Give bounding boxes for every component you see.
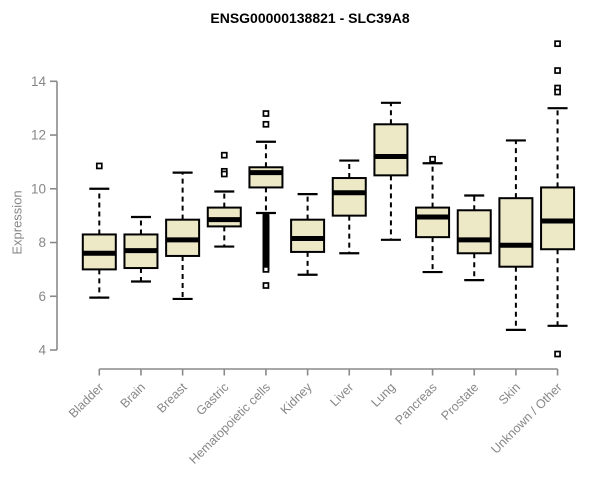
outlier-point — [262, 266, 270, 273]
outlier-point — [262, 282, 270, 289]
x-tick-label: Breast — [154, 380, 190, 416]
y-tick-label: 8 — [38, 235, 46, 250]
outlier-point — [262, 110, 270, 117]
outlier-point — [220, 170, 228, 178]
box-Lung — [373, 123, 409, 177]
outlier-point — [429, 155, 436, 163]
x-tick-label: Unknown / Other — [488, 380, 564, 456]
outlier-point — [220, 151, 228, 159]
x-tick-label: Liver — [327, 380, 356, 409]
box-Prostate — [456, 209, 492, 255]
box-Kidney — [290, 218, 326, 253]
y-tick-label: 4 — [38, 343, 46, 358]
x-tick-label: Pancreas — [392, 380, 439, 427]
x-tick-label: Lung — [368, 380, 398, 410]
x-tick-label: Gastric — [194, 380, 232, 418]
outlier-point — [95, 162, 103, 170]
y-tick-label: 6 — [38, 289, 46, 304]
y-tick-label: 12 — [31, 128, 46, 143]
x-tick-label: Hematopoietic cells — [187, 380, 274, 467]
outlier-point — [554, 40, 561, 48]
x-tick-label: Prostate — [439, 380, 482, 423]
x-tick-label: Bladder — [66, 380, 106, 420]
chart-title: ENSG00000138821 - SLC39A8 — [210, 10, 410, 26]
box-Unknown / Other — [540, 186, 576, 251]
x-tick-label: Brain — [118, 380, 149, 411]
outlier-point — [554, 88, 561, 96]
x-tick-label: Skin — [496, 380, 523, 407]
box-Gastric — [206, 206, 242, 228]
outlier-point — [554, 350, 561, 358]
box-Skin — [498, 197, 534, 268]
x-tick-label: Kidney — [278, 380, 315, 417]
y-tick-label: 14 — [31, 74, 47, 89]
box-Liver — [331, 177, 367, 217]
outlier-point — [554, 67, 561, 74]
box-Pancreas — [415, 206, 451, 239]
y-tick-label: 10 — [31, 181, 46, 196]
outlier-point — [262, 120, 270, 128]
